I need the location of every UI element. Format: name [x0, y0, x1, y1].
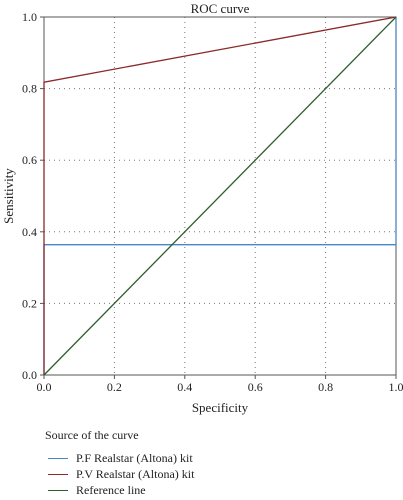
- x-axis-ticks: 0.0 0.2 0.4 0.6 0.8 1.0: [37, 375, 403, 394]
- legend-swatch-pv: [48, 473, 68, 475]
- chart-title: ROC curve: [191, 1, 250, 16]
- legend-swatch-reference: [48, 489, 68, 491]
- legend-item-reference: Reference line: [48, 482, 146, 498]
- legend-label-pf: P.F Realstar (Altona) kit: [76, 450, 193, 465]
- y-tick-label: 0.2: [22, 296, 37, 310]
- x-tick-label: 0.8: [318, 380, 333, 394]
- x-tick-label: 1.0: [389, 380, 403, 394]
- series-line-reference: [43, 16, 397, 376]
- legend-swatch-pf: [48, 457, 68, 459]
- x-tick-label: 0.4: [177, 380, 192, 394]
- x-tick-label: 0.2: [107, 380, 122, 394]
- y-axis-label: Sensitivity: [1, 168, 16, 224]
- series-layer: [43, 16, 397, 376]
- legend-item-pv: P.V Realstar (Altona) kit: [48, 466, 194, 482]
- x-tick-label: 0.0: [37, 380, 52, 394]
- legend-label-reference: Reference line: [76, 482, 146, 497]
- legend-title: Source of the curve: [45, 428, 139, 442]
- gridlines: [44, 17, 396, 375]
- legend-item-pf: P.F Realstar (Altona) kit: [48, 450, 193, 466]
- y-axis-ticks: 0.0 0.2 0.4 0.6 0.8 1.0: [22, 10, 44, 382]
- series-line-pv: [43, 16, 397, 375]
- legend-label-pv: P.V Realstar (Altona) kit: [76, 466, 195, 481]
- y-tick-label: 0.0: [22, 368, 37, 382]
- y-tick-label: 1.0: [22, 10, 37, 24]
- x-tick-label: 0.6: [248, 380, 263, 394]
- y-tick-label: 0.4: [22, 225, 37, 239]
- roc-chart: ROC curve 0.0 0.2 0.4 0.6 0.8 1.0 0.00.20.40.…: [1, 1, 403, 415]
- y-tick-label: 0.8: [22, 82, 37, 96]
- y-tick-label: 0.6: [22, 153, 37, 167]
- x-axis-label: Specificity: [192, 400, 249, 415]
